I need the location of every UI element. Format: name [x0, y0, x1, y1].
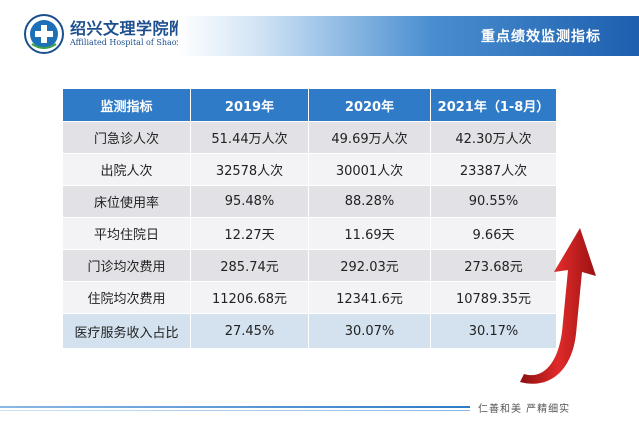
row-label: 出院人次 [62, 153, 191, 186]
table-cell: 285.74元 [190, 249, 309, 282]
footer-divider [0, 406, 470, 408]
table-cell: 12341.6元 [308, 281, 431, 314]
table-header-row: 监测指标 2019年 2020年 2021年（1-8月） [62, 88, 557, 122]
row-label: 住院均次费用 [62, 281, 191, 314]
red-up-arrow-icon [520, 228, 596, 384]
table-cell: 95.48% [190, 185, 309, 218]
table-cell: 11206.68元 [190, 281, 309, 314]
table-cell: 11.69天 [308, 217, 431, 250]
column-header-2020: 2020年 [308, 88, 431, 122]
row-label: 平均住院日 [62, 217, 191, 250]
table-row: 床位使用率 95.48% 88.28% 90.55% [62, 185, 557, 218]
kpi-table-container: 监测指标 2019年 2020年 2021年（1-8月） 门急诊人次 51.44… [62, 88, 557, 349]
column-header-2021: 2021年（1-8月） [430, 88, 557, 122]
footer-divider-thin [0, 410, 470, 411]
table-cell: 32578人次 [190, 153, 309, 186]
page-title: 重点绩效监测指标 [481, 29, 601, 45]
table-cell: 30.07% [308, 313, 431, 349]
row-label: 医疗服务收入占比 [62, 313, 191, 349]
column-header-2019: 2019年 [190, 88, 309, 122]
table-row: 门急诊人次 51.44万人次 49.69万人次 42.30万人次 [62, 121, 557, 154]
table-cell: 30001人次 [308, 153, 431, 186]
table-row: 门诊均次费用 285.74元 292.03元 273.68元 [62, 249, 557, 282]
column-header-indicator: 监测指标 [62, 88, 191, 122]
row-label: 门诊均次费用 [62, 249, 191, 282]
table-cell: 51.44万人次 [190, 121, 309, 154]
table-cell: 27.45% [190, 313, 309, 349]
table-row: 住院均次费用 11206.68元 12341.6元 10789.35元 [62, 281, 557, 314]
slide-header: 绍兴文理学院附属医院 Affiliated Hospital of Shaoxi… [0, 0, 639, 74]
hospital-emblem-icon [24, 14, 64, 54]
table-row: 医疗服务收入占比 27.45% 30.07% 30.17% [62, 313, 557, 349]
table-cell: 292.03元 [308, 249, 431, 282]
table-cell: 23387人次 [430, 153, 557, 186]
table-cell: 42.30万人次 [430, 121, 557, 154]
table-cell: 90.55% [430, 185, 557, 218]
table-cell: 49.69万人次 [308, 121, 431, 154]
footer-motto: 仁善和美 严精细实 [478, 404, 571, 415]
hospital-name-en: Affiliated Hospital of Shaoxing Universi… [70, 38, 239, 47]
header-band [178, 16, 639, 56]
kpi-table: 监测指标 2019年 2020年 2021年（1-8月） 门急诊人次 51.44… [62, 88, 557, 349]
row-label: 床位使用率 [62, 185, 191, 218]
table-row: 平均住院日 12.27天 11.69天 9.66天 [62, 217, 557, 250]
row-label: 门急诊人次 [62, 121, 191, 154]
table-cell: 30.17% [430, 313, 557, 349]
table-row: 出院人次 32578人次 30001人次 23387人次 [62, 153, 557, 186]
table-cell: 10789.35元 [430, 281, 557, 314]
table-cell: 12.27天 [190, 217, 309, 250]
table-cell: 88.28% [308, 185, 431, 218]
